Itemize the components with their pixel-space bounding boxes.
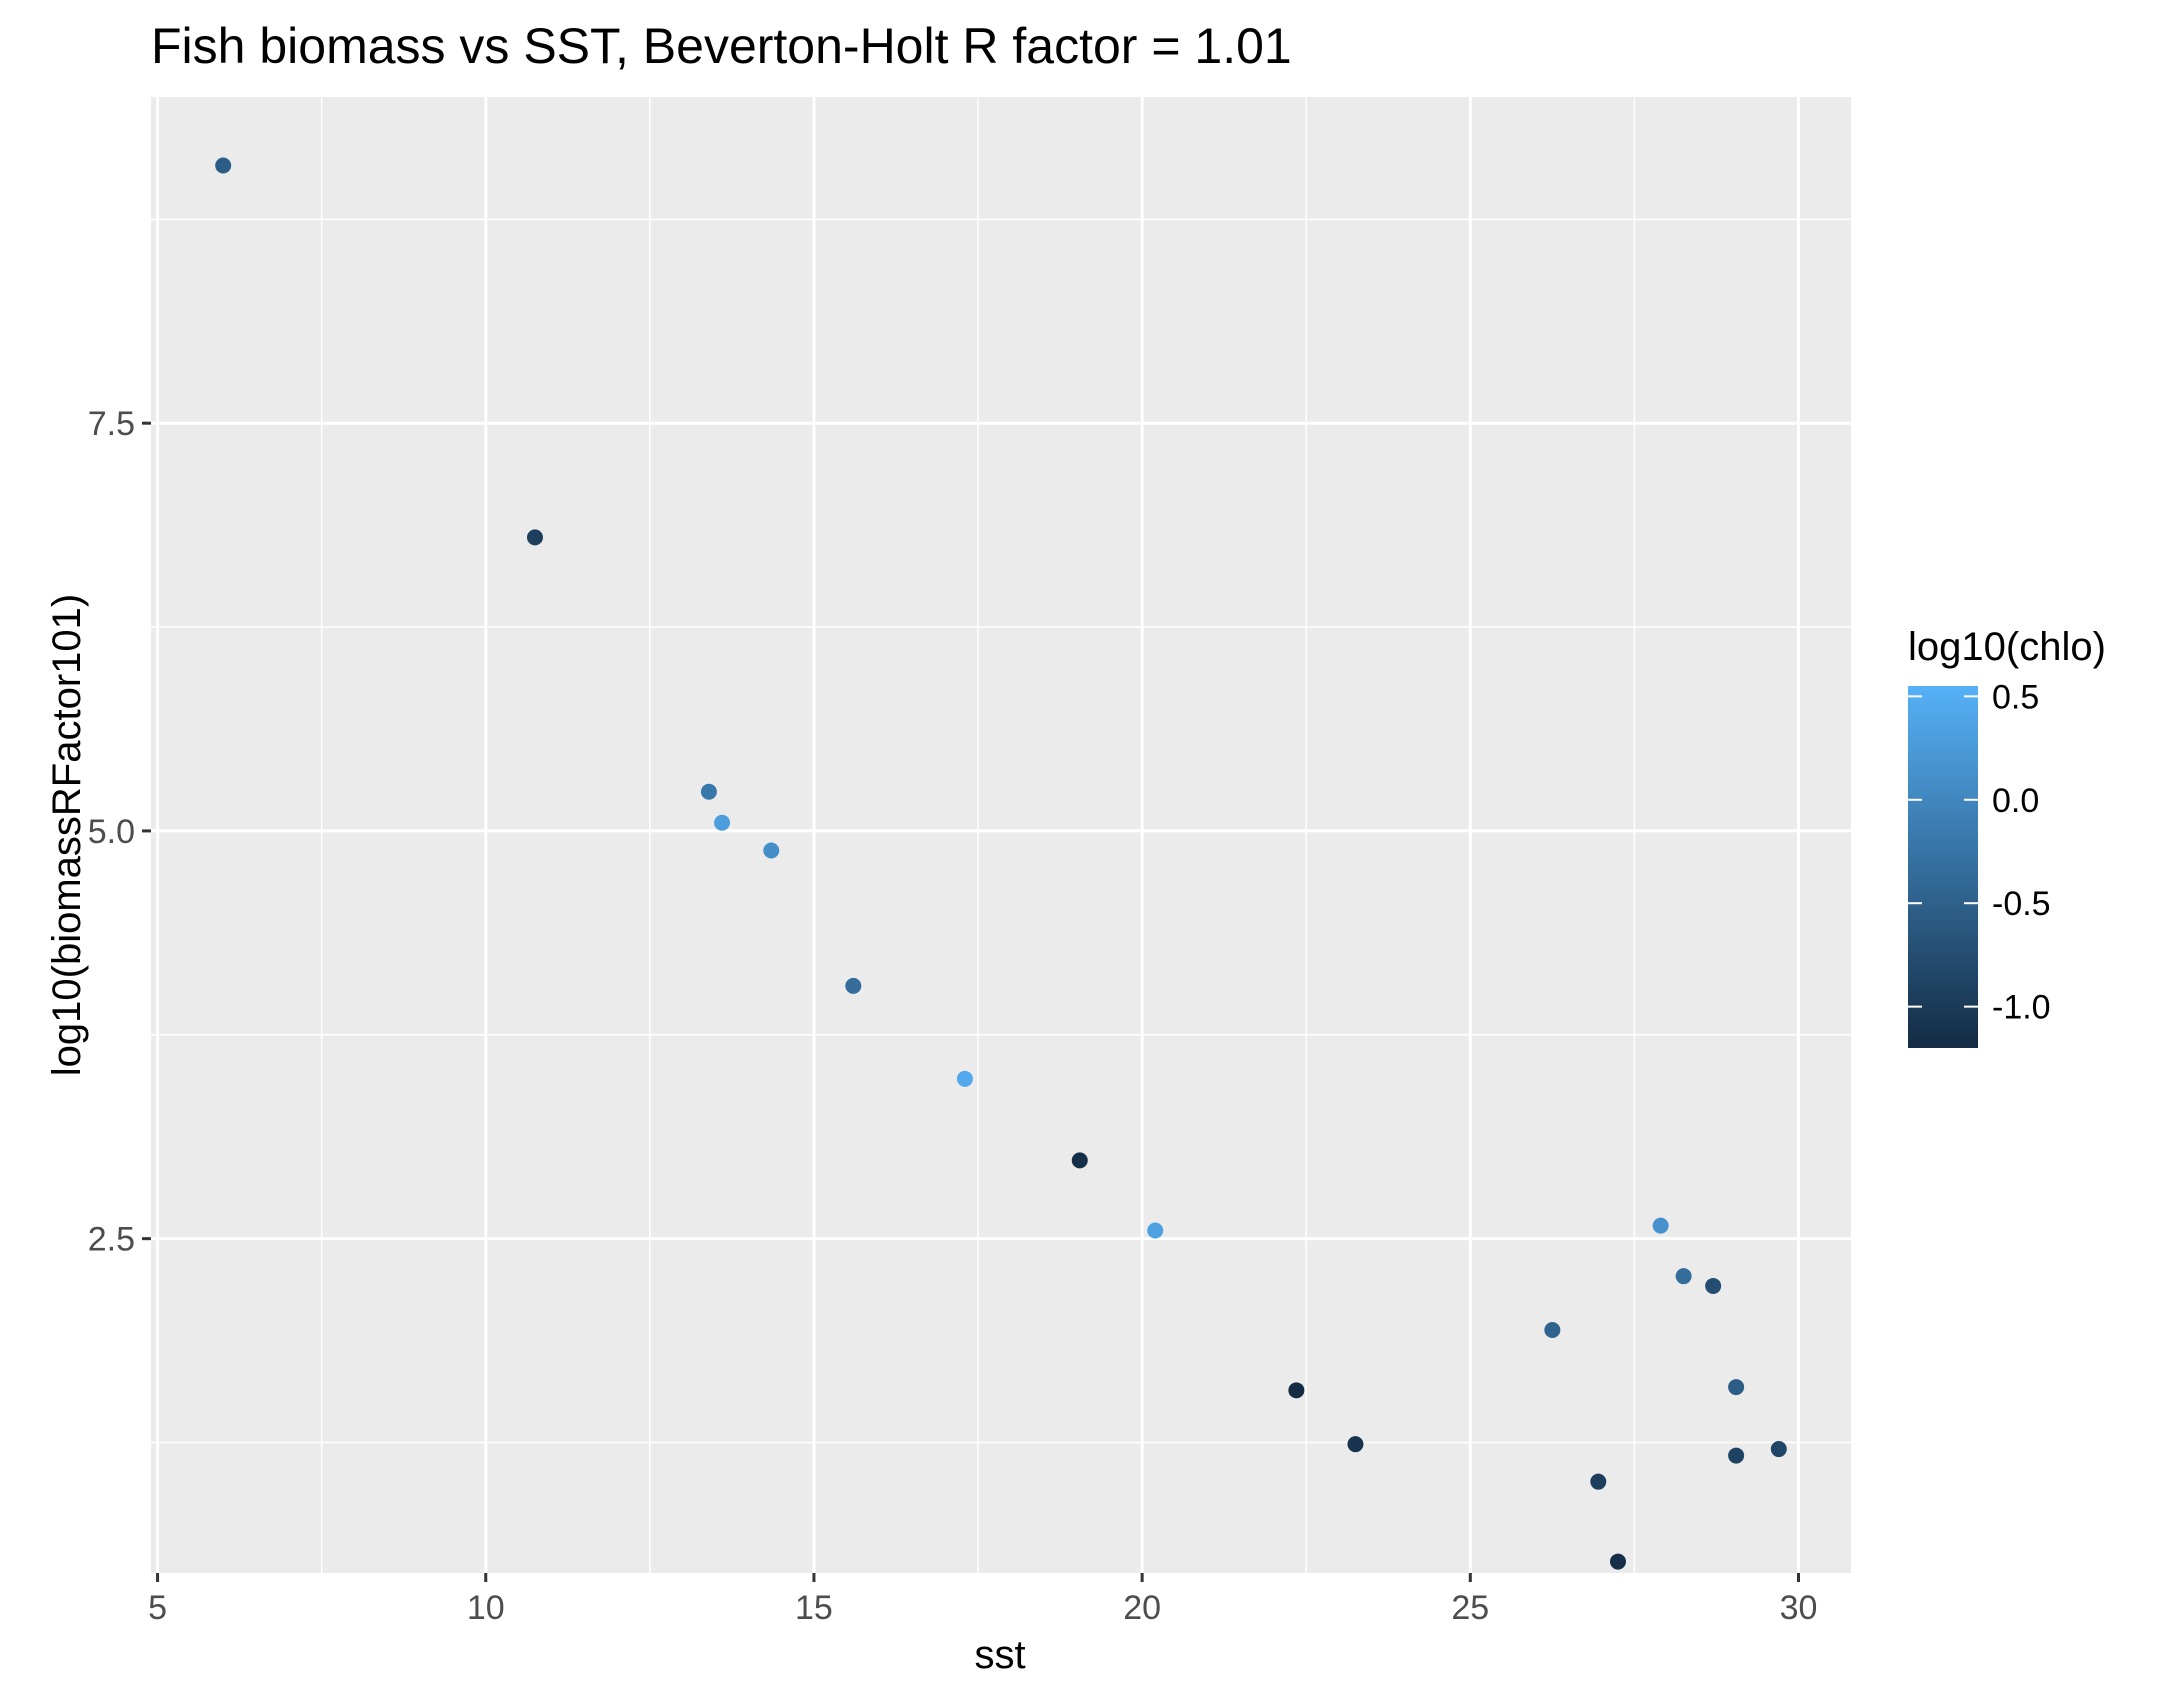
data-point [1544, 1321, 1561, 1338]
x-tick-label: 15 [795, 1589, 833, 1627]
data-point [714, 814, 731, 831]
data-point [1147, 1222, 1164, 1239]
data-point [1705, 1277, 1722, 1294]
data-points [215, 157, 1787, 1570]
data-point [845, 977, 862, 994]
data-point [526, 529, 543, 546]
legend-tick-label: -0.5 [1992, 885, 2051, 923]
y-tick-label: 5.0 [88, 813, 135, 851]
data-point [956, 1070, 973, 1087]
legend-title: log10(chlo) [1908, 625, 2106, 669]
data-point [1652, 1217, 1669, 1234]
data-point [1590, 1473, 1607, 1490]
color-legend: log10(chlo) 0.5 0.0 -0.5 -1.0 [1908, 625, 2106, 1048]
data-point [1347, 1436, 1364, 1453]
y-tick-label: 7.5 [88, 405, 135, 443]
x-tick-label: 20 [1123, 1589, 1161, 1627]
x-tick-label: 5 [148, 1589, 167, 1627]
x-axis-title: sst [974, 1633, 1025, 1677]
data-point [1288, 1382, 1305, 1399]
data-point [1675, 1268, 1692, 1285]
x-tick-label: 10 [467, 1589, 505, 1627]
y-axis-ticks: 2.5 5.0 7.5 [88, 405, 151, 1259]
data-point [1609, 1553, 1626, 1570]
legend-tick-label: -1.0 [1992, 989, 2051, 1027]
minor-gridlines [151, 97, 1851, 1573]
data-point [1071, 1152, 1088, 1169]
data-point [1728, 1379, 1745, 1396]
y-axis-title: log10(biomassRFactor101) [45, 594, 89, 1076]
data-point [763, 842, 780, 859]
legend-ticks: 0.5 0.0 -0.5 -1.0 [1908, 678, 2051, 1027]
data-point [1728, 1447, 1745, 1464]
legend-tick-label: 0.5 [1992, 678, 2039, 716]
chart-title: Fish biomass vs SST, Beverton-Holt R fac… [151, 18, 1292, 74]
data-point [215, 157, 232, 174]
legend-colorbar [1908, 686, 1978, 1048]
data-point [700, 783, 717, 800]
x-axis-ticks: 5 10 15 20 25 30 [148, 1573, 1817, 1627]
data-point [1770, 1441, 1787, 1458]
x-tick-label: 25 [1451, 1589, 1489, 1627]
legend-tick-label: 0.0 [1992, 782, 2039, 820]
x-tick-label: 30 [1780, 1589, 1818, 1627]
major-gridlines [151, 97, 1851, 1573]
y-tick-label: 2.5 [88, 1221, 135, 1259]
plot-panel [151, 97, 1851, 1573]
